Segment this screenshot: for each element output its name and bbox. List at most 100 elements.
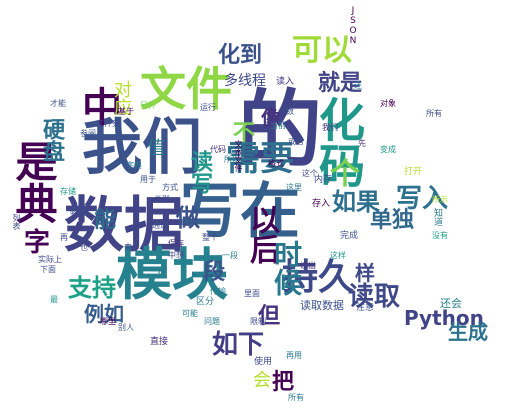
cloud-word: 完成	[340, 231, 359, 241]
cloud-word: 对象	[380, 99, 396, 108]
cloud-word: 内存	[314, 175, 333, 185]
cloud-word: 知道	[432, 208, 442, 226]
cloud-word: 所有	[426, 109, 442, 118]
cloud-word: 我们	[82, 113, 202, 183]
cloud-word: 是典	[9, 140, 58, 224]
cloud-word: 参数	[278, 107, 294, 116]
cloud-word: 如下	[212, 330, 265, 360]
cloud-word: 会	[253, 370, 271, 391]
cloud-word: 先	[358, 139, 366, 148]
cloud-word: 样	[355, 261, 375, 285]
cloud-word: 中想	[168, 251, 184, 260]
cloud-word: 一段	[222, 251, 238, 260]
cloud-word: 时候	[270, 240, 303, 296]
cloud-word: Python	[404, 306, 484, 330]
cloud-word: JSON	[348, 6, 358, 46]
cloud-word: 区分	[196, 297, 215, 307]
cloud-word: 对应	[111, 80, 132, 116]
cloud-word: 值	[147, 138, 165, 159]
cloud-word: 单独	[370, 208, 415, 233]
cloud-word: 就是	[318, 71, 363, 96]
cloud-word: 中	[82, 85, 122, 131]
cloud-word: 或者	[288, 137, 304, 146]
cloud-word: 注意	[356, 303, 375, 313]
cloud-word: 还会	[440, 297, 462, 310]
cloud-word: 读取数据	[300, 299, 344, 312]
cloud-word: 这个	[302, 169, 318, 178]
cloud-word: 读入	[276, 77, 295, 87]
cloud-word: 参阅	[80, 129, 96, 138]
cloud-word: 保存	[168, 239, 184, 248]
cloud-word: 所以	[224, 155, 240, 164]
cloud-word: 打开	[404, 167, 423, 177]
cloud-word: 化码	[312, 96, 366, 188]
cloud-word: 也	[80, 243, 88, 252]
cloud-word: 硬盘	[39, 118, 64, 162]
cloud-word: 写在	[180, 177, 300, 247]
cloud-word: 这样	[330, 251, 346, 260]
cloud-word: 字	[24, 228, 51, 258]
cloud-word: 模块	[116, 243, 228, 308]
cloud-word: 最	[50, 295, 58, 304]
cloud-word: 读写	[187, 150, 212, 194]
cloud-word: 才能	[50, 99, 66, 108]
cloud-word: 问题	[204, 317, 220, 326]
cloud-word: 再用	[286, 351, 302, 360]
cloud-word: 里面	[244, 289, 260, 298]
cloud-word: 例如	[84, 302, 124, 326]
cloud-word: 能	[94, 208, 117, 233]
cloud-word: 做	[176, 204, 200, 232]
cloud-word: 不	[233, 121, 256, 146]
cloud-word: 实际上	[38, 255, 62, 264]
cloud-word: 所示	[432, 195, 448, 204]
cloud-word: 存入	[312, 199, 331, 209]
cloud-word: 代码	[210, 145, 226, 154]
cloud-word: 把	[272, 370, 295, 395]
cloud-word: 必须	[70, 207, 86, 216]
cloud-word: 格式	[268, 159, 284, 168]
cloud-word: 直接	[150, 337, 169, 347]
cloud-word: 化到	[218, 43, 263, 68]
cloud-word: 这里	[286, 183, 302, 192]
cloud-word: 还	[354, 81, 362, 90]
cloud-word: 可能	[182, 309, 198, 318]
cloud-word: 以后	[244, 204, 279, 264]
cloud-word: 下面	[40, 265, 56, 274]
cloud-word: 个	[330, 157, 360, 192]
cloud-word: 哪里	[100, 317, 116, 326]
cloud-word: 通过	[152, 221, 168, 230]
cloud-word: 生成	[448, 320, 488, 344]
cloud-word: 整个	[202, 233, 218, 242]
cloud-word: 如果	[332, 188, 380, 216]
cloud-word: 我们	[322, 123, 338, 132]
cloud-word: 写入	[396, 184, 449, 214]
cloud-word: 存储	[60, 187, 76, 196]
cloud-word: 没有	[432, 231, 448, 240]
cloud-word: 支持	[68, 274, 116, 302]
cloud-word: 用于	[140, 175, 156, 184]
cloud-word: 文件	[140, 62, 232, 116]
cloud-word: 传输	[210, 287, 226, 296]
cloud-word: 再	[60, 233, 68, 242]
cloud-word: 数据	[64, 191, 184, 261]
cloud-word: 变成	[380, 145, 396, 154]
cloud-word: 基于	[118, 107, 134, 116]
cloud-word: 需要	[226, 139, 294, 179]
cloud-word: 可以	[292, 33, 352, 68]
cloud-word: 的	[238, 81, 323, 179]
cloud-word: 使用	[254, 357, 273, 367]
cloud-word: 列表	[12, 214, 21, 230]
cloud-word: 文本文件	[234, 140, 243, 172]
cloud-word: 文件夹	[96, 119, 120, 128]
cloud-word: 来	[124, 243, 132, 252]
cloud-word: 一样	[150, 267, 166, 276]
cloud-word: 别人	[118, 323, 134, 332]
cloud-word: 多线程	[224, 73, 266, 89]
cloud-word: 方式	[162, 183, 178, 192]
cloud-word: 所有	[288, 393, 304, 402]
cloud-word: 限制	[250, 317, 266, 326]
cloud-word: 类型	[154, 195, 170, 204]
cloud-word: 另外	[140, 101, 156, 110]
cloud-word: 读出	[300, 261, 316, 270]
